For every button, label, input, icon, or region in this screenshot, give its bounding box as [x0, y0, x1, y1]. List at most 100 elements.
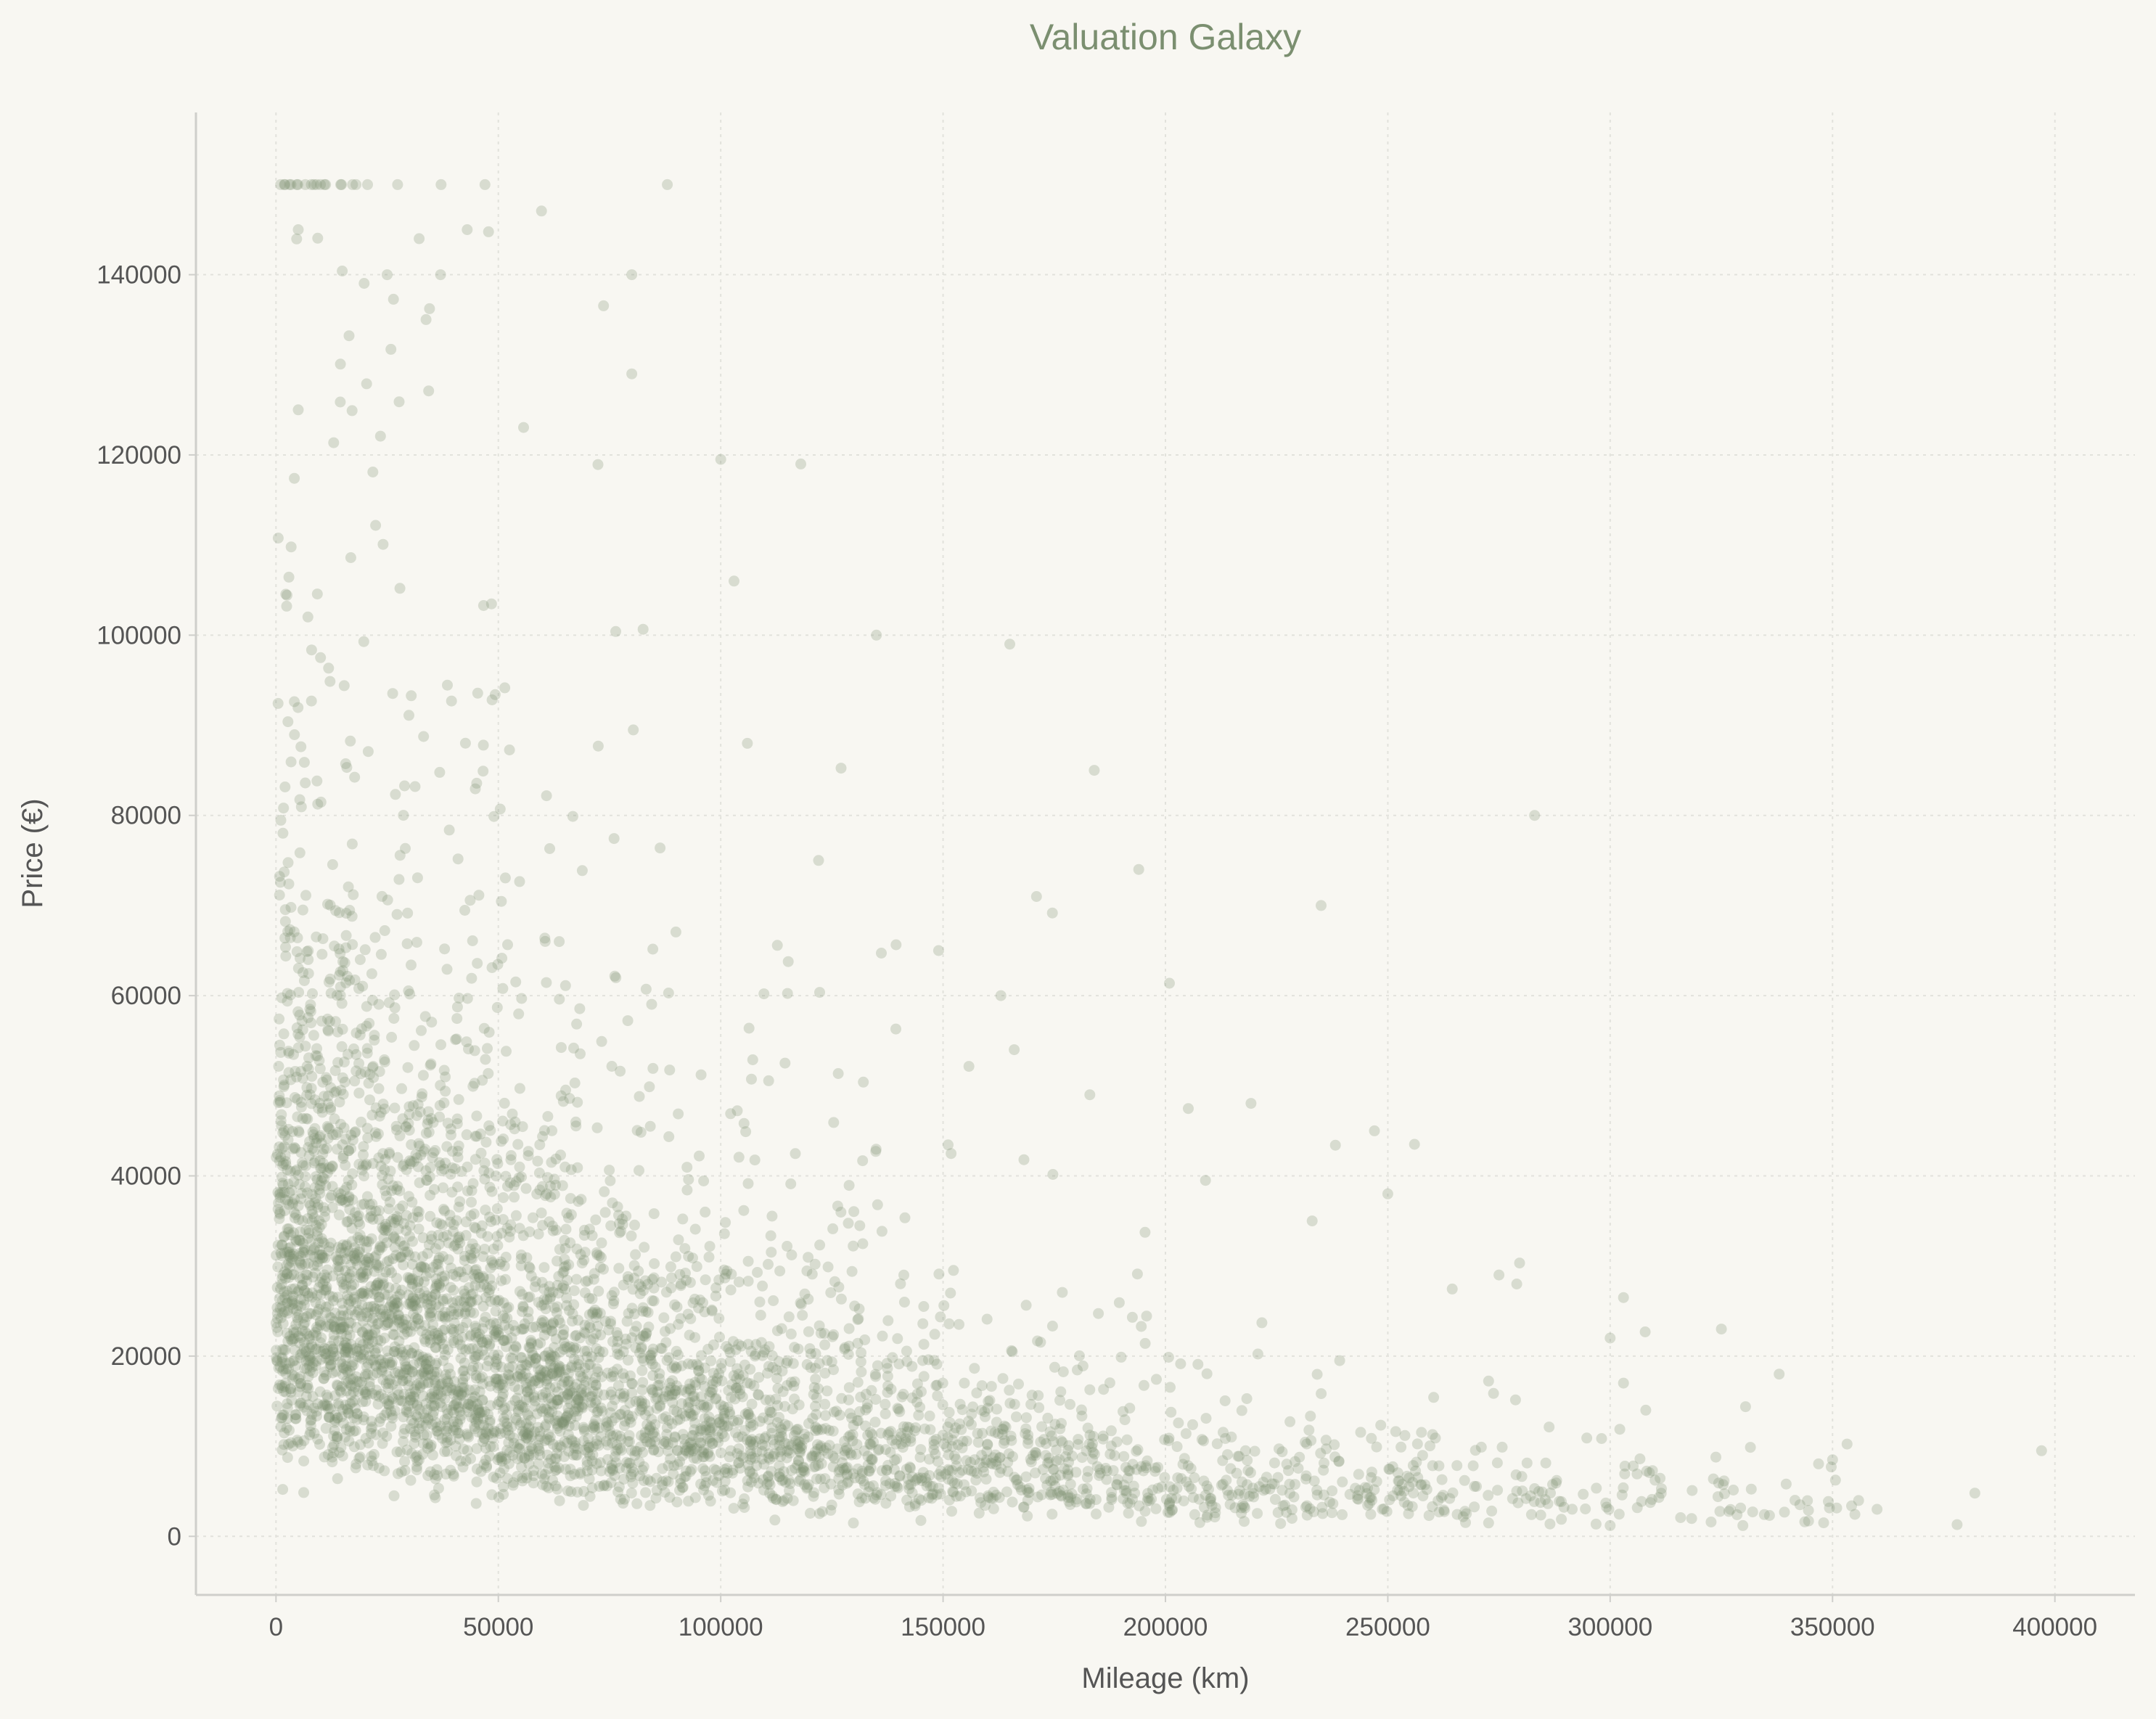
data-point	[276, 1109, 287, 1120]
data-point	[787, 1495, 799, 1506]
data-point	[545, 1291, 557, 1302]
data-point	[514, 1286, 525, 1297]
data-point	[332, 1127, 344, 1138]
data-point	[474, 1419, 485, 1430]
data-point	[455, 1455, 467, 1466]
data-point	[1535, 1509, 1546, 1521]
data-point	[699, 1480, 710, 1492]
data-point	[433, 1229, 444, 1241]
data-point	[394, 850, 406, 861]
data-point	[474, 1272, 485, 1284]
data-point	[781, 1452, 792, 1464]
data-point	[1460, 1517, 1471, 1528]
data-point	[342, 1342, 353, 1354]
data-point	[565, 1464, 576, 1475]
data-point	[945, 1287, 956, 1299]
data-point	[1187, 1492, 1199, 1503]
data-point	[590, 1214, 602, 1226]
data-point	[337, 956, 348, 967]
data-point	[527, 1321, 538, 1333]
data-point	[454, 1414, 466, 1425]
data-point	[1716, 1324, 1727, 1335]
data-point	[925, 1480, 936, 1492]
data-point	[1127, 1493, 1138, 1505]
data-point	[1649, 1474, 1661, 1486]
data-point	[482, 1231, 493, 1242]
data-point	[484, 1181, 496, 1193]
data-point	[335, 358, 346, 370]
data-point	[335, 1189, 347, 1200]
data-point	[274, 871, 285, 882]
data-point	[433, 1482, 444, 1494]
data-point	[420, 1358, 432, 1370]
data-point	[821, 1443, 832, 1453]
data-point	[370, 1279, 382, 1291]
data-point	[793, 1399, 805, 1411]
data-point	[777, 1474, 789, 1485]
data-point	[1159, 1434, 1171, 1445]
data-point	[377, 1179, 388, 1191]
data-point	[704, 1451, 716, 1462]
data-point	[283, 1067, 295, 1078]
data-point	[591, 1406, 603, 1418]
data-point	[403, 1345, 414, 1355]
data-point	[841, 1477, 853, 1489]
data-point	[1417, 1490, 1429, 1502]
data-point	[509, 1325, 521, 1337]
data-point	[1252, 1508, 1263, 1519]
data-point	[541, 1449, 553, 1461]
data-point	[591, 1438, 602, 1450]
data-point	[1023, 1487, 1035, 1498]
data-point	[871, 1489, 882, 1501]
data-point	[276, 1301, 288, 1313]
data-point	[687, 1252, 698, 1264]
data-point	[828, 1117, 840, 1128]
data-point	[935, 1311, 946, 1323]
data-point	[571, 1361, 582, 1373]
data-point	[779, 1419, 791, 1430]
data-point	[1122, 1498, 1134, 1509]
data-point	[491, 1318, 502, 1329]
data-point	[1544, 1421, 1555, 1433]
data-point	[646, 998, 657, 1010]
data-point	[559, 1253, 570, 1265]
data-point	[388, 1346, 400, 1358]
data-point	[491, 1359, 503, 1370]
data-point	[618, 1391, 630, 1402]
data-point	[947, 1485, 959, 1497]
data-point	[619, 1416, 631, 1427]
data-point	[948, 1477, 960, 1489]
data-point	[471, 777, 483, 789]
data-point	[413, 1318, 425, 1329]
data-point	[1196, 1434, 1208, 1445]
data-point	[790, 1462, 801, 1474]
data-point	[586, 1482, 598, 1493]
data-point	[872, 1199, 883, 1210]
data-point	[882, 1363, 893, 1374]
data-point	[957, 1435, 969, 1447]
data-point	[1181, 1476, 1192, 1488]
data-point	[644, 1423, 655, 1435]
data-point	[1371, 1441, 1382, 1453]
data-point	[422, 1175, 433, 1186]
data-point	[1714, 1506, 1726, 1517]
data-point	[380, 1308, 392, 1320]
data-point	[1486, 1505, 1498, 1517]
data-point	[770, 1393, 782, 1405]
data-point	[771, 940, 783, 951]
data-point	[433, 1258, 443, 1270]
data-point	[464, 1249, 476, 1260]
data-point	[856, 1366, 867, 1378]
data-point	[441, 1432, 453, 1443]
data-point	[439, 1313, 451, 1324]
data-point	[1022, 1437, 1033, 1449]
data-point	[568, 1285, 580, 1297]
data-point	[808, 1382, 820, 1393]
data-point	[493, 1380, 505, 1391]
data-point	[569, 1419, 581, 1431]
data-point	[489, 1295, 501, 1306]
data-point	[673, 1318, 684, 1330]
data-point	[504, 744, 515, 755]
data-point	[1320, 1435, 1332, 1446]
data-point	[899, 1212, 911, 1223]
